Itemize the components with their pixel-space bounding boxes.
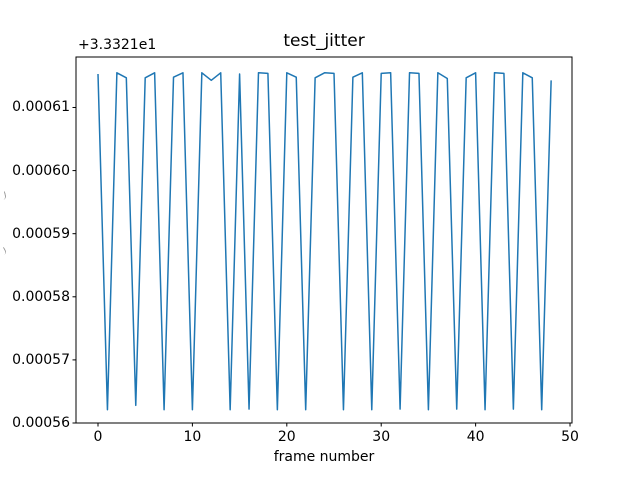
tick-marks: [72, 106, 571, 427]
x-tick-label: 10: [183, 429, 202, 445]
y-tick-label: 0.00057: [12, 351, 70, 368]
y-tick-label: 0.00056: [12, 415, 70, 431]
chart-title: test_jitter: [283, 31, 365, 51]
x-tick-label: 20: [277, 429, 296, 445]
y-axis-offset-text: +3.3321e1: [78, 37, 157, 53]
x-tick-label: 40: [466, 429, 485, 445]
x-tick-label: 0: [93, 429, 103, 445]
y-tick-label: 0.00061: [12, 99, 70, 116]
x-tick-label: 50: [561, 429, 579, 445]
y-tick-label: 0.00059: [12, 225, 70, 242]
y-tick-label: 0.00060: [12, 162, 70, 179]
y-tick-label: 0.00058: [12, 288, 70, 305]
jitter-line-series: [97, 72, 552, 411]
axes-frame: [75, 56, 573, 424]
x-tick-label: 30: [372, 429, 391, 445]
x-axis-label: frame number: [273, 449, 375, 465]
